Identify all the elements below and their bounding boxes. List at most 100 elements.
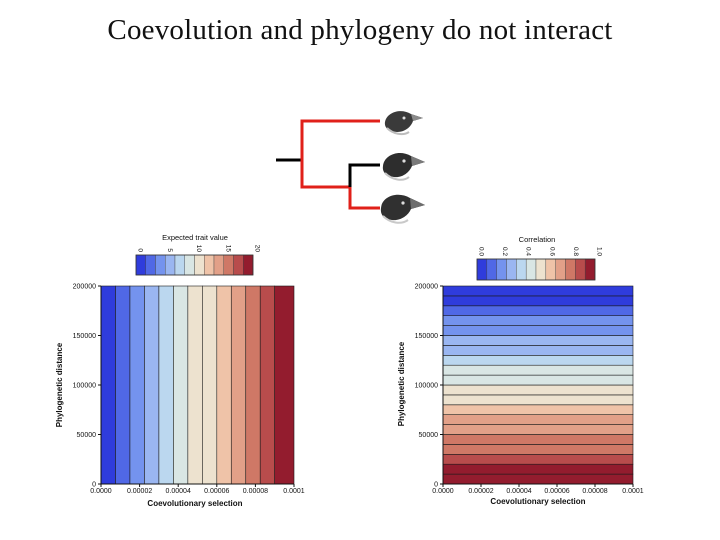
heatmap-band	[442, 295, 634, 307]
finch-head-icon	[384, 111, 423, 136]
heatmap-band	[442, 325, 634, 336]
y-tick-label: 200000	[415, 284, 438, 291]
heatmap-band	[442, 453, 634, 465]
legend-swatch	[174, 254, 185, 276]
legend-swatch	[165, 254, 176, 276]
legend-swatch	[184, 254, 195, 276]
x-tick-label: 0.00002	[468, 488, 493, 495]
x-tick-label: 0.00008	[582, 488, 607, 495]
heatmap-band	[442, 404, 634, 415]
y-axis-label: Phylogenetic distance	[55, 342, 64, 427]
legend-tick-label: 10	[195, 245, 202, 253]
legend-tick-label: 0.0	[478, 247, 485, 256]
legend-swatch	[194, 254, 205, 276]
finch-head-icon	[380, 194, 425, 224]
heatmap-band	[442, 424, 634, 435]
tree-branch-upper	[300, 119, 380, 160]
legend-title: Expected trait value	[162, 233, 228, 242]
x-tick-label: 0.00004	[506, 488, 531, 495]
legend-tick-label: 0.4	[525, 247, 532, 256]
x-tick-labels: 0.0000 0.00002 0.00004 0.00006 0.00008 0.0001	[90, 484, 305, 495]
legend-tick-label: 0.8	[572, 247, 579, 256]
y-tick-label: 150000	[415, 333, 438, 340]
heatmap-band	[442, 335, 634, 346]
y-axis-label: Phylogenetic distance	[397, 341, 406, 426]
heatmap-band	[442, 364, 634, 376]
legend-frame	[476, 258, 596, 281]
heatmap-band	[187, 285, 203, 485]
legend-swatch	[243, 254, 254, 276]
x-axis-label: Coevolutionary selection	[147, 499, 242, 508]
legend-tick-label: 0	[137, 248, 144, 252]
legend-frame	[135, 254, 254, 276]
legend-tick-label: 20	[254, 245, 261, 253]
legend-swatch	[584, 258, 596, 281]
y-tick-label: 50000	[77, 432, 97, 439]
legend-swatch	[135, 254, 146, 276]
legend-swatch	[223, 254, 234, 276]
tree-branch-lower	[348, 187, 380, 210]
legend-swatch	[233, 254, 244, 276]
legend-swatch	[525, 258, 537, 281]
legend-swatch	[145, 254, 156, 276]
heatmap-band	[115, 285, 131, 485]
x-tick-label: 0.00004	[166, 488, 191, 495]
y-tick-labels: 0 50000 100000 150000 200000	[415, 284, 443, 489]
heatmap-band	[442, 285, 634, 297]
legend-swatch	[555, 258, 566, 281]
heatmap-band	[442, 345, 634, 356]
trait-legend: Expected trait value 0 5 10 15 20	[135, 233, 261, 276]
legend-tick-label: 15	[224, 245, 231, 253]
heatmap-band	[230, 285, 247, 485]
heatmap-band	[442, 384, 634, 396]
heatmap-band	[442, 305, 634, 316]
legend-tick-label: 1.0	[596, 247, 603, 256]
correlation-legend: Correlation 0.0 0.2 0.4 0.6 0.8 1.0	[476, 235, 603, 281]
legend-swatch	[506, 258, 517, 281]
heatmap-band	[442, 444, 634, 455]
legend-tick-label: 0.6	[548, 247, 555, 256]
legend-swatch	[565, 258, 576, 281]
legend-swatch	[486, 258, 497, 281]
heatmap-bands	[442, 285, 634, 485]
legend-title: Correlation	[519, 235, 556, 244]
x-axis-label: Coevolutionary selection	[490, 497, 585, 506]
legend-swatch	[545, 258, 556, 281]
heatmap-band	[259, 285, 276, 485]
heatmap-band	[442, 434, 634, 445]
correlation-heatmap: Correlation 0.0 0.2 0.4 0.6 0.8 1.0 0.0000 0.0…	[397, 235, 644, 506]
heatmap-band	[100, 285, 116, 485]
y-tick-label: 150000	[73, 333, 96, 340]
heatmap-band	[216, 285, 232, 485]
x-tick-label: 0.00008	[243, 488, 268, 495]
heatmap-band	[442, 394, 634, 406]
x-tick-label: 0.00006	[544, 488, 569, 495]
heatmap-band	[442, 354, 634, 366]
y-tick-label: 100000	[73, 383, 96, 390]
x-tick-label: 0.0000	[90, 488, 112, 495]
x-tick-label: 0.0001	[622, 488, 644, 495]
tree-branch-middle	[348, 163, 380, 187]
x-tick-label: 0.00002	[127, 488, 152, 495]
legend-swatch	[155, 254, 166, 276]
heatmap-band	[144, 285, 160, 485]
y-tick-label: 0	[434, 482, 438, 489]
legend-swatch	[476, 258, 488, 281]
legend-swatch	[213, 254, 224, 276]
legend-tick-label: 5	[166, 248, 173, 252]
legend-swatch	[496, 258, 507, 281]
x-tick-label: 0.0001	[283, 488, 305, 495]
heatmap-band	[274, 285, 295, 485]
phylogeny-tree	[276, 119, 380, 210]
page-title: Coevolution and phylogeny do not interac…	[107, 14, 613, 46]
heatmap-band	[173, 285, 189, 485]
x-tick-label: 0.0000	[432, 488, 454, 495]
legend-swatch	[516, 258, 527, 281]
legend-tick-label: 0.2	[501, 247, 508, 256]
heatmap-band	[158, 285, 174, 485]
heatmap-band	[442, 374, 634, 386]
finch-head-icon	[382, 152, 425, 181]
x-tick-labels: 0.0000 0.00002 0.00004 0.00006 0.00008 0.0001	[432, 484, 644, 495]
